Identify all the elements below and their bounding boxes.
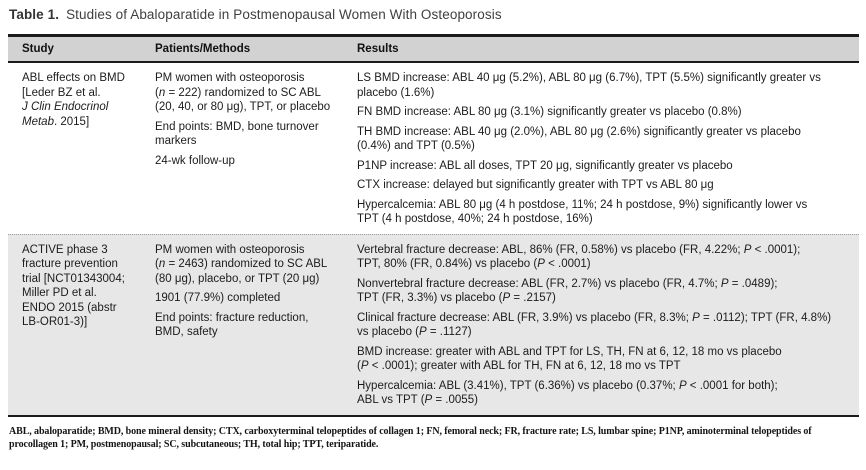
column-header-study: Study: [22, 43, 54, 55]
column-header-results: Results: [357, 43, 399, 55]
table-title-text: Studies of Abaloparatide in Postmenopaus…: [66, 7, 502, 22]
result-paragraph: BMD increase: greater with ABL and TPT f…: [357, 345, 782, 373]
result-paragraph: Vertebral fracture decrease: ABL, 86% (F…: [357, 243, 801, 271]
methods-paragraph: PM women with osteoporosis (n = 222) rand…: [155, 72, 331, 113]
result-paragraph: Hypercalcemia: ABL (3.41%), TPT (6.36%) …: [357, 379, 778, 407]
methods-paragraph: 1901 (77.9%) completed: [155, 292, 281, 304]
methods-cell: PM women with osteoporosis (n = 2463) ran…: [155, 243, 357, 408]
table-number-label: Table 1.: [9, 7, 60, 22]
abbreviations-footnote: ABL, abaloparatide; BMD, bone mineral de…: [9, 425, 812, 450]
result-paragraph: P1NP increase: ABL all doses, TPT 20 μg,…: [357, 159, 733, 172]
result-paragraph: TH BMD increase: ABL 40 μg (2.0%), ABL 8…: [357, 125, 801, 153]
column-header-patients-methods: Patients/Methods: [155, 43, 251, 55]
methods-cell: PM women with osteoporosis (n = 222) rand…: [155, 71, 357, 227]
results-cell: LS BMD increase: ABL 40 μg (5.2%), ABL 8…: [357, 71, 849, 227]
methods-paragraph: End points: BMD, bone turnover markers: [155, 120, 319, 148]
study-cell: ACTIVE phase 3 fracture prevention trial […: [22, 243, 155, 408]
study-citation: ACTIVE phase 3 fracture prevention trial […: [22, 243, 125, 329]
results-cell: Vertebral fracture decrease: ABL, 86% (F…: [357, 243, 849, 408]
methods-paragraph: PM women with osteoporosis (n = 2463) ran…: [155, 243, 328, 285]
table-row-active-trial: ACTIVE phase 3 fracture prevention trial […: [8, 233, 859, 417]
table-header-row: Study Patients/Methods Results: [8, 37, 859, 63]
result-paragraph: Clinical fracture decrease: ABL (FR, 3.9…: [357, 311, 832, 339]
result-paragraph: CTX increase: delayed but significantly …: [357, 179, 714, 191]
methods-paragraph: End points: fracture reduction, BMD, safe…: [155, 311, 309, 339]
table-row-leder-2015: ABL effects on BMD [Leder BZ et al. J Clin…: [8, 63, 859, 234]
table-title: Table 1. Studies of Abaloparatide in Post…: [0, 0, 866, 22]
result-paragraph: FN BMD increase: ABL 80 μg (3.1%) signif…: [357, 106, 742, 118]
methods-paragraph: 24-wk follow-up: [155, 154, 235, 167]
study-citation: ABL effects on BMD [Leder BZ et al. J Clin…: [22, 72, 125, 128]
studies-table: Study Patients/Methods Results ABL effec…: [8, 34, 859, 417]
study-cell: ABL effects on BMD [Leder BZ et al. J Clin…: [22, 71, 155, 227]
result-paragraph: Nonvertebral fracture decrease: ABL (FR,…: [357, 277, 778, 305]
result-paragraph: Hypercalcemia: ABL 80 μg (4 h postdose, …: [357, 198, 808, 226]
result-paragraph: LS BMD increase: ABL 40 μg (5.2%), ABL 8…: [357, 72, 821, 99]
